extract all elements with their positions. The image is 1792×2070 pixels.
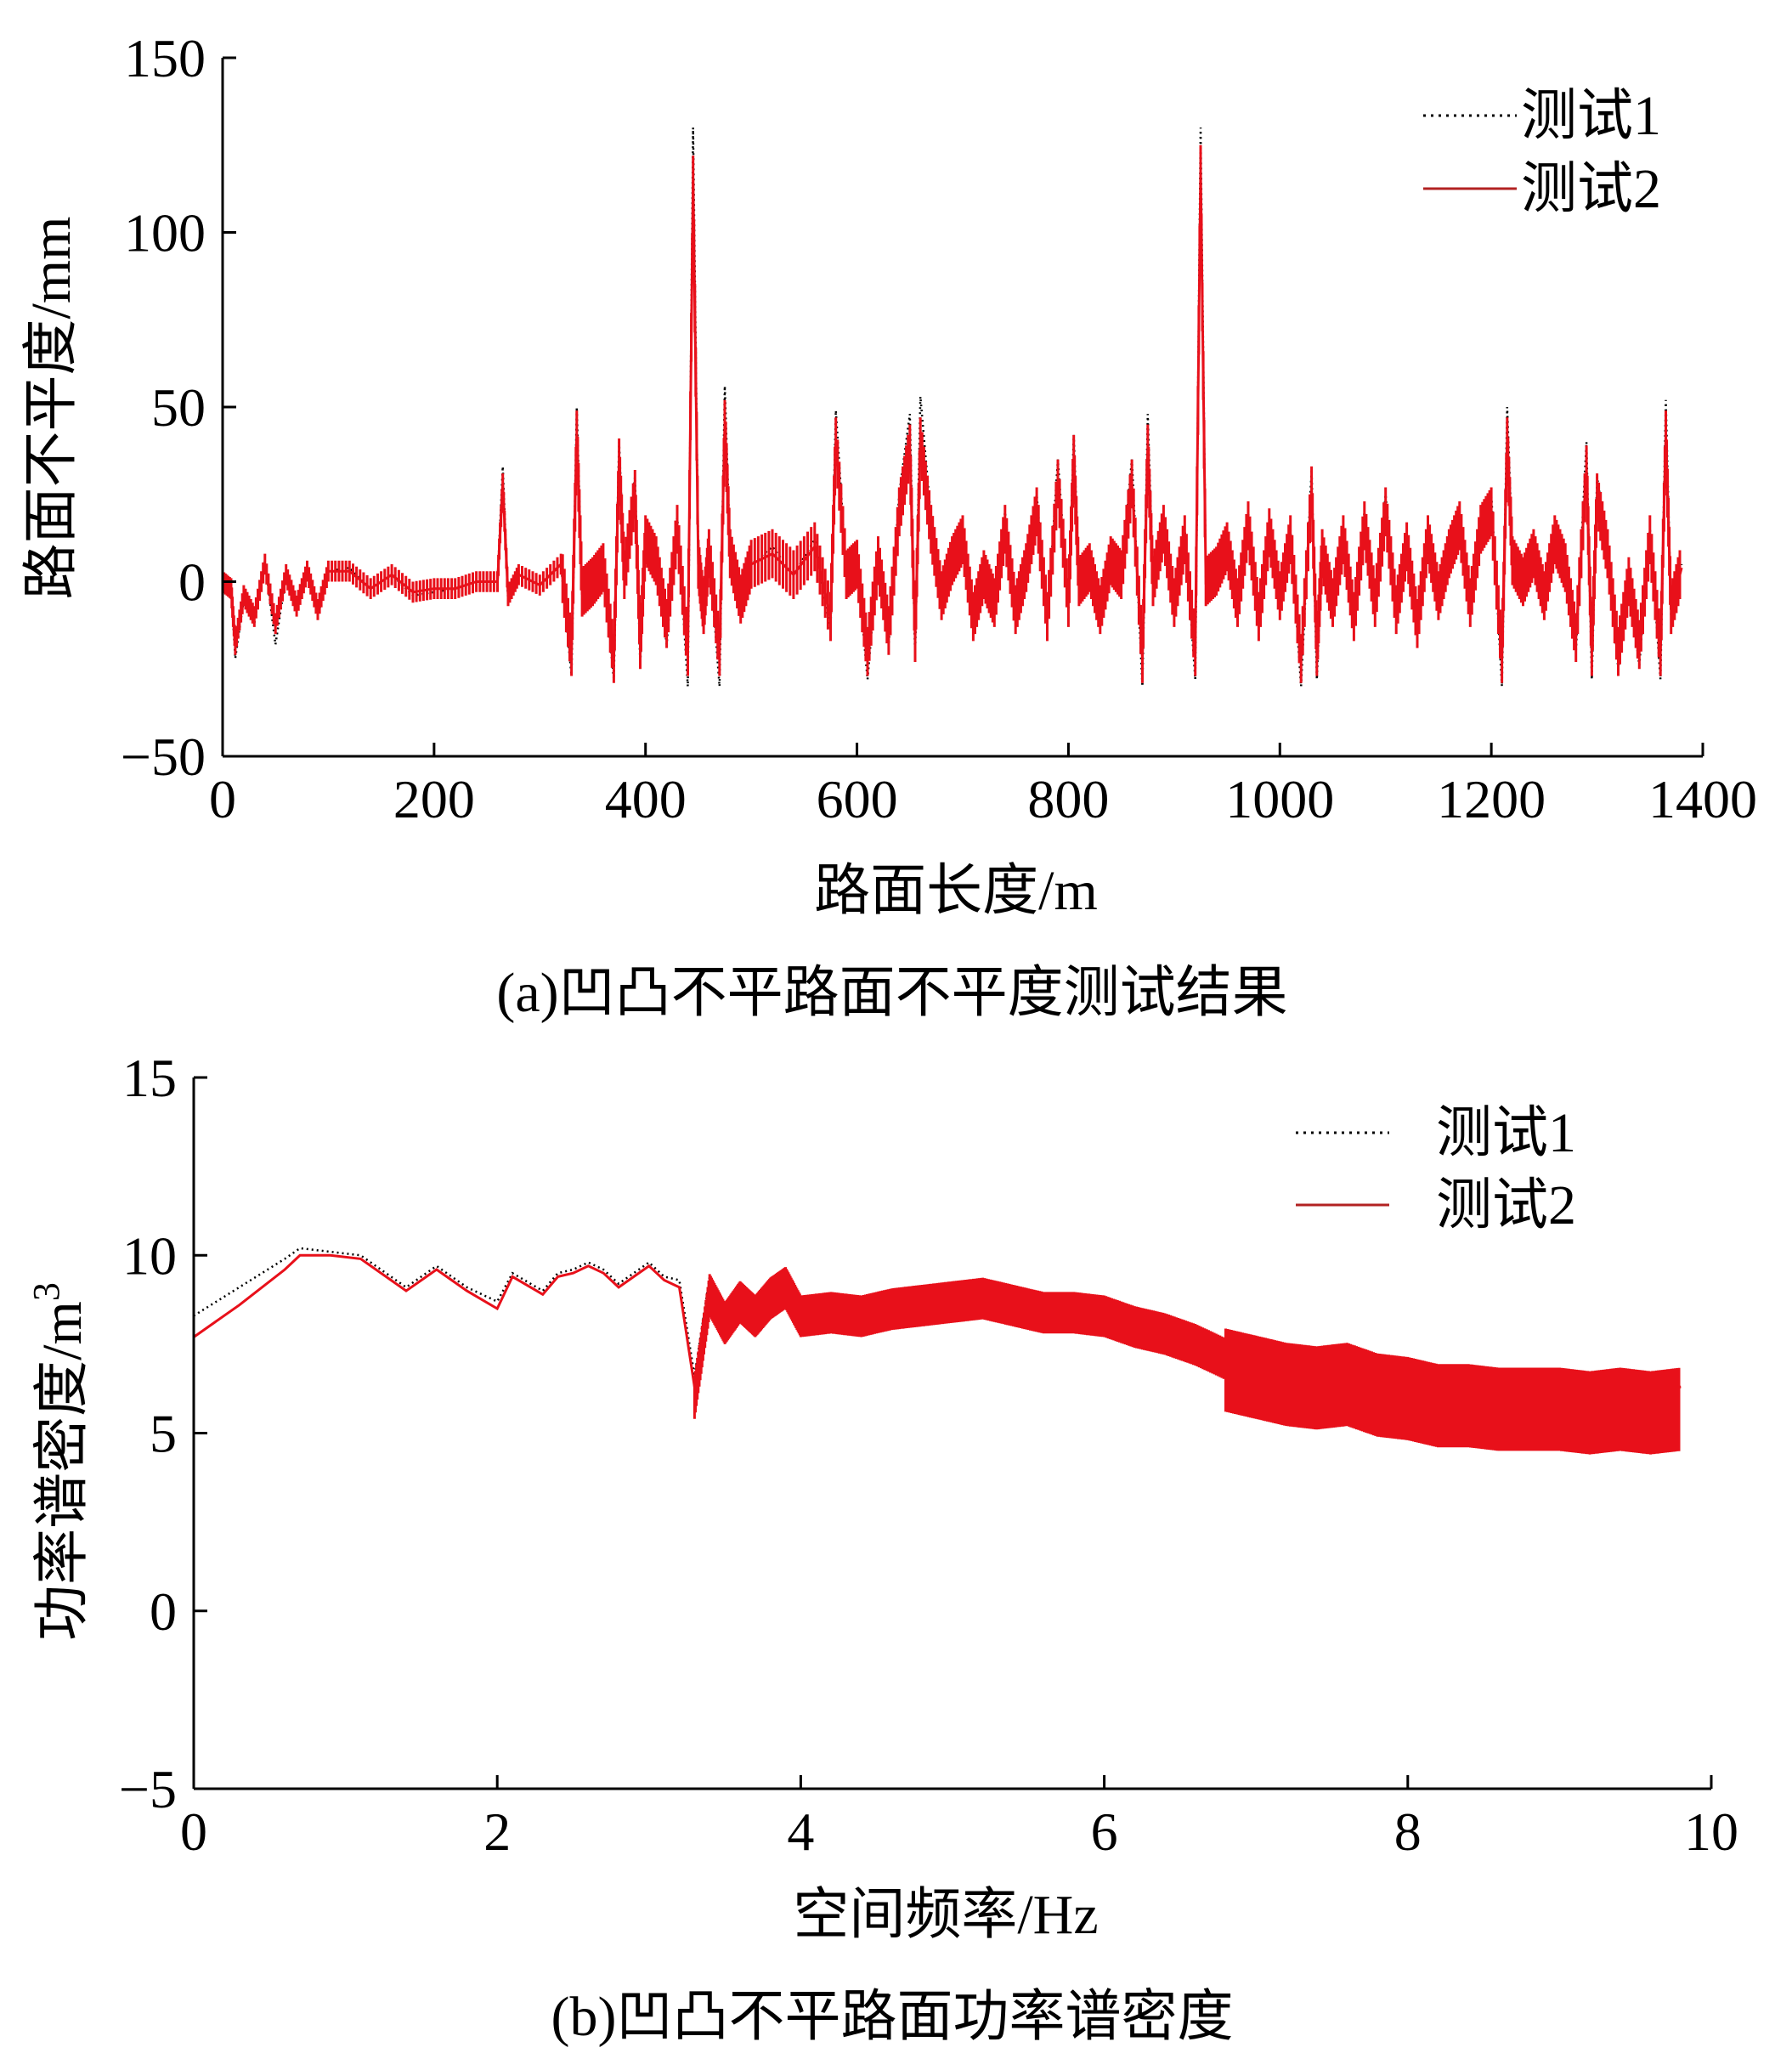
chart-a-x-tick-label: 0: [209, 769, 236, 829]
chart-a-series-1-line: [222, 127, 1683, 687]
legend-label-test2: 测试2: [1436, 1174, 1576, 1236]
chart-b-x-tick-label: 0: [180, 1801, 207, 1862]
chart-a-x-tick-label: 400: [605, 769, 687, 829]
chart-b-y-axis-title-sup: 3: [25, 1282, 67, 1301]
legend-label-test2: 测试2: [1521, 158, 1661, 220]
legend-label-test1: 测试1: [1436, 1102, 1576, 1164]
chart-a-x-tick-label: 200: [393, 769, 475, 829]
chart-b-y-tick-label: 0: [150, 1581, 177, 1642]
chart-b-x-tick-label: 4: [787, 1801, 814, 1862]
chart-a-x-tick-label: 1200: [1437, 769, 1546, 829]
chart-b-series-2-density: [692, 1267, 1681, 1455]
chart-b-y-axis-title: 功率谱密度/m3: [25, 1282, 93, 1641]
chart-a-series-2-density: [221, 144, 1682, 683]
chart-b-y-tick-label: 15: [122, 1048, 177, 1108]
chart-a-x-tick-label: 1400: [1648, 769, 1757, 829]
chart-b-x-tick-label: 8: [1394, 1801, 1422, 1862]
chart-b-x-tick-label: 10: [1684, 1801, 1738, 1862]
chart-b-caption: (b)凹凸不平路面功率谱密度: [551, 1986, 1234, 2048]
chart-a-x-tick-label: 1000: [1225, 769, 1334, 829]
chart-a-x-tick-label: 600: [817, 769, 898, 829]
chart-b-y-axis-title-main: 功率谱密度/m: [31, 1301, 93, 1641]
chart-a-y-tick-label: 150: [124, 28, 206, 88]
chart-a-x-tick-label: 800: [1027, 769, 1109, 829]
chart-a-y-tick-label: 100: [124, 203, 206, 263]
chart-b-x-tick-label: 2: [483, 1801, 511, 1862]
chart-b-x-tick-label: 6: [1091, 1801, 1118, 1862]
chart-a-y-tick-label: 0: [178, 552, 206, 613]
legend-label-test1: 测试1: [1521, 85, 1661, 147]
chart-a-x-axis-title: 路面长度/m: [814, 860, 1098, 922]
chart-a-legend: 测试1 测试2: [1423, 85, 1661, 220]
chart-a-caption: (a)凹凸不平路面不平度测试结果: [496, 962, 1287, 1024]
chart-a-y-axis-title: 路面不平度/mm: [20, 216, 82, 599]
chart-b-legend: 测试1 测试2: [1296, 1102, 1576, 1236]
chart-b-y-tick-label: 5: [150, 1404, 177, 1464]
chart-b-x-axis-title: 空间频率/Hz: [793, 1884, 1098, 1946]
chart-b-series-layer: [193, 1247, 1682, 1455]
chart-b-y-tick-label: −5: [119, 1759, 177, 1819]
chart-a-y-tick-label: −50: [121, 727, 206, 787]
chart-a-y-tick-label: 50: [151, 377, 206, 438]
chart-b-y-tick-label: 10: [122, 1225, 177, 1286]
chart-a-series-layer: [221, 127, 1683, 687]
